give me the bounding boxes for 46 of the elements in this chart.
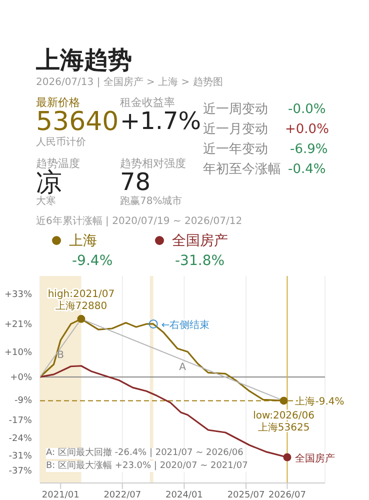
text: +1.7% <box>120 107 202 135</box>
x-tick-label: 2025/07 <box>227 490 265 500</box>
annotation: B: 区间最大涨幅 +23.0% | 2020/07 ~ 2021/07 <box>46 461 248 472</box>
y-tick-label: +33% <box>4 290 32 300</box>
text: -0.0% <box>288 102 326 118</box>
series-label: B <box>57 350 64 361</box>
y-tick-label: -17% <box>8 416 32 426</box>
chart-title: 上海趋势 <box>36 45 132 76</box>
text: 78 <box>120 168 151 196</box>
annotation: A: 区间最大回撤 -26.4% | 2021/07 ~ 2026/06 <box>46 448 244 459</box>
y-tick-label: -24% <box>8 434 32 444</box>
y-tick-label: +21% <box>4 320 32 330</box>
chart-subtitle: 2026/07/13 | 全国房产 > 上海 > 趋势图 <box>36 76 223 89</box>
x-tick-label: 2026/07 <box>268 490 306 500</box>
y-tick-label: -31% <box>8 451 32 462</box>
legend-label: 上海 <box>68 232 97 250</box>
y-tick-label: -9% <box>14 396 32 406</box>
text: 最新价格 <box>36 96 80 110</box>
text: -0.4% <box>288 162 326 178</box>
x-tick-label: 2022/07 <box>104 490 142 500</box>
text: -6.9% <box>290 142 328 158</box>
annotation: 全国房产 <box>295 452 336 464</box>
text: 大寒 <box>36 196 56 207</box>
text: 近一年变动 <box>203 142 268 158</box>
x-tick-label: 2024/01 <box>166 490 203 500</box>
y-tick-label: -37% <box>8 466 32 477</box>
text: 近6年累计涨幅 | 2020/07/19 ~ 2026/07/12 <box>36 216 242 227</box>
text: 53640 <box>36 107 119 137</box>
text: +0.0% <box>285 122 329 138</box>
text: -31.8% <box>175 253 225 269</box>
text: 趋势温度 <box>36 157 80 170</box>
text: 趋势相对强度 <box>120 157 186 170</box>
y-tick-label: +0% <box>10 373 32 384</box>
text: 近一周变动 <box>203 102 268 118</box>
text: 近一月变动 <box>203 122 268 138</box>
text: 租金收益率 <box>120 96 175 110</box>
series-label: A <box>179 362 186 373</box>
annotation: high:2021/07 上海72880 <box>48 288 115 312</box>
text: -9.4% <box>72 253 113 269</box>
y-tick-label: +10% <box>4 348 32 358</box>
legend-label: 全国房产 <box>171 232 228 250</box>
text: 年初至今涨幅 <box>203 162 281 178</box>
text: 人民币计价 <box>36 137 86 148</box>
text: 跑赢78%城市 <box>120 196 182 207</box>
annotation: ←右侧结束 <box>161 318 210 331</box>
x-tick-label: 2021/01 <box>42 490 80 500</box>
